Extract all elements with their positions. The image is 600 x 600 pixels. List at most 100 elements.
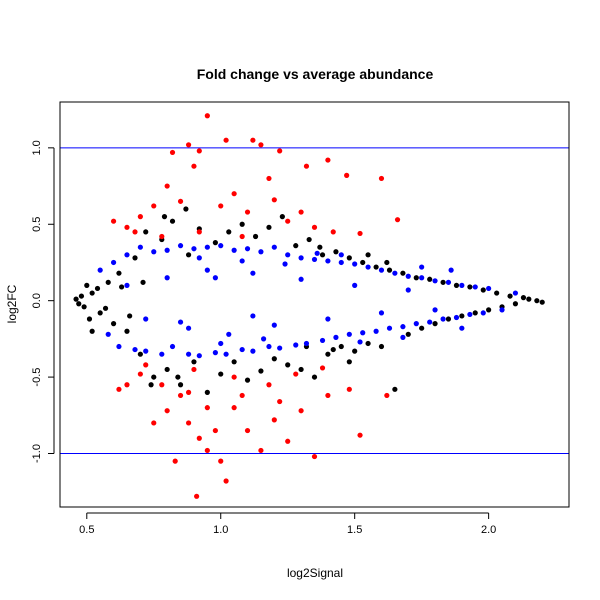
data-point	[319, 337, 326, 344]
data-point	[81, 304, 87, 310]
data-point	[271, 356, 277, 362]
data-point	[164, 275, 170, 281]
data-point	[105, 331, 111, 337]
data-point	[191, 366, 197, 373]
data-point	[140, 279, 146, 285]
data-point	[218, 340, 224, 347]
data-point	[325, 157, 331, 163]
data-point	[204, 447, 210, 454]
data-point	[365, 264, 371, 270]
data-point	[311, 374, 318, 380]
data-point	[143, 362, 149, 368]
data-point	[405, 287, 411, 293]
y-axis: -1.0 -0.5 0.0 0.5 1.0	[31, 140, 55, 463]
data-point	[185, 252, 192, 258]
x-axis: 0.5 1.0 1.5 2.0	[79, 512, 496, 536]
data-point	[218, 458, 224, 464]
data-point	[164, 183, 170, 189]
data-point	[191, 246, 197, 252]
data-point	[244, 427, 251, 434]
data-point	[405, 273, 411, 279]
data-point	[102, 305, 109, 311]
data-point	[218, 203, 224, 209]
data-point	[116, 343, 122, 350]
data-point	[499, 307, 505, 313]
data-point	[89, 328, 95, 334]
data-point	[311, 224, 318, 230]
data-point	[330, 229, 336, 235]
data-point	[384, 392, 390, 399]
data-point	[244, 246, 251, 252]
data-point	[159, 382, 165, 388]
data-point	[338, 343, 344, 350]
data-point	[494, 290, 500, 296]
data-point	[445, 316, 452, 322]
data-point	[218, 371, 224, 377]
data-point	[94, 285, 101, 292]
data-point	[346, 359, 352, 365]
data-point	[164, 366, 170, 373]
data-point	[293, 371, 299, 377]
data-point	[105, 279, 111, 285]
data-point	[97, 310, 103, 316]
data-point	[250, 270, 256, 276]
data-point	[204, 113, 210, 119]
data-point	[86, 316, 93, 322]
data-point	[480, 287, 486, 293]
data-point	[325, 351, 331, 357]
data-point	[250, 348, 256, 354]
data-point	[151, 420, 157, 426]
data-point	[266, 175, 272, 182]
data-point	[258, 142, 264, 148]
y-tick-label: 1.0	[31, 140, 43, 155]
data-point	[440, 279, 446, 285]
data-point	[218, 243, 224, 249]
data-point	[196, 229, 202, 235]
data-point	[285, 362, 291, 368]
data-point	[97, 267, 103, 273]
data-point	[177, 198, 184, 204]
data-point	[298, 276, 304, 282]
data-point	[360, 259, 366, 266]
data-point	[472, 310, 478, 316]
data-point	[185, 325, 192, 331]
data-point	[124, 328, 130, 334]
data-point	[392, 386, 398, 392]
data-point	[314, 250, 320, 256]
data-point	[231, 247, 237, 253]
data-point	[132, 346, 138, 353]
data-point	[177, 382, 184, 388]
data-point	[258, 249, 264, 255]
data-point	[277, 398, 283, 405]
data-point	[175, 374, 181, 380]
data-point	[161, 214, 168, 220]
data-point	[453, 282, 460, 288]
data-point	[298, 408, 304, 414]
data-point	[185, 351, 192, 357]
data-point	[378, 310, 385, 316]
data-point	[250, 137, 256, 143]
data-point	[526, 296, 532, 302]
data-point	[177, 319, 184, 325]
data-point	[196, 353, 202, 359]
y-tick-label: -0.5	[31, 368, 43, 387]
data-point	[413, 275, 419, 281]
data-point	[373, 264, 379, 270]
data-point	[223, 351, 229, 357]
data-point	[212, 240, 218, 246]
data-point	[445, 279, 452, 285]
data-point	[110, 321, 117, 327]
data-point	[311, 256, 318, 263]
data-point	[191, 163, 197, 169]
data-point	[172, 458, 178, 464]
data-point	[357, 339, 363, 345]
data-point	[110, 218, 117, 224]
data-point	[169, 218, 176, 224]
data-point	[204, 244, 210, 250]
data-point	[346, 386, 352, 392]
data-point	[486, 285, 492, 292]
data-point	[132, 229, 138, 235]
data-point	[226, 229, 232, 235]
y-tick-label: -1.0	[31, 444, 43, 463]
data-point	[223, 137, 229, 143]
